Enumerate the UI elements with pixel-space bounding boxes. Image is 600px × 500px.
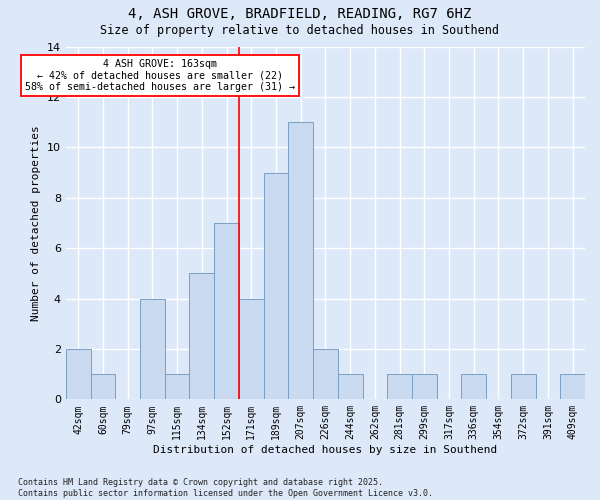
X-axis label: Distribution of detached houses by size in Southend: Distribution of detached houses by size … [154, 445, 497, 455]
Bar [461, 374, 486, 400]
Bar [560, 374, 585, 400]
Bar [338, 374, 362, 400]
Text: Contains HM Land Registry data © Crown copyright and database right 2025.
Contai: Contains HM Land Registry data © Crown c… [18, 478, 433, 498]
Bar [214, 223, 239, 400]
Bar [239, 298, 263, 400]
Bar [190, 274, 214, 400]
Bar [263, 172, 289, 400]
Bar [91, 374, 115, 400]
Bar [289, 122, 313, 400]
Text: Size of property relative to detached houses in Southend: Size of property relative to detached ho… [101, 24, 499, 37]
Bar [66, 349, 91, 400]
Bar [511, 374, 536, 400]
Y-axis label: Number of detached properties: Number of detached properties [31, 125, 41, 321]
Bar [387, 374, 412, 400]
Bar [412, 374, 437, 400]
Bar [313, 349, 338, 400]
Text: 4, ASH GROVE, BRADFIELD, READING, RG7 6HZ: 4, ASH GROVE, BRADFIELD, READING, RG7 6H… [128, 8, 472, 22]
Bar [140, 298, 165, 400]
Text: 4 ASH GROVE: 163sqm
← 42% of detached houses are smaller (22)
58% of semi-detach: 4 ASH GROVE: 163sqm ← 42% of detached ho… [25, 59, 295, 92]
Bar [165, 374, 190, 400]
